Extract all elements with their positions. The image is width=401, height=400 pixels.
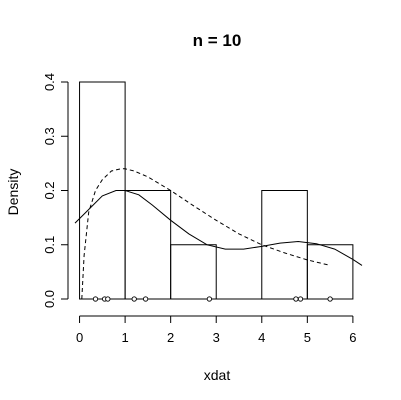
rug-point-5 [206, 296, 213, 302]
histogram-bar-2 [170, 244, 217, 300]
x-tick-label: 4 [258, 330, 265, 345]
y-tick-label: 0.3 [42, 127, 57, 145]
y-tick-label: 0.1 [42, 236, 57, 254]
x-tick-label: 6 [349, 330, 356, 345]
x-tick-label: 5 [304, 330, 311, 345]
x-tick-label: 0 [76, 330, 83, 345]
y-tick-label: 0.2 [42, 181, 57, 199]
rug-point-7 [297, 296, 304, 302]
histogram-bar-1 [124, 190, 172, 300]
rug-point-2 [105, 296, 111, 302]
x-axis-label: xdat [204, 367, 231, 383]
density-curves [74, 168, 363, 300]
dashed-density-curve [81, 168, 331, 300]
rug-point-0 [92, 296, 99, 302]
y-axis-label: Density [5, 169, 21, 216]
rug-point-4 [142, 296, 149, 302]
y-tick-label: 0.4 [42, 73, 57, 91]
rug-point-8 [327, 296, 333, 302]
chart-title: n = 10 [193, 31, 242, 50]
rug-point-3 [131, 296, 137, 302]
solid-density-curve [74, 190, 363, 266]
y-axis: 0.0 0.1 0.2 0.3 0.4 [42, 73, 69, 308]
y-tick-label: 0.0 [42, 290, 57, 308]
x-tick-label: 3 [213, 330, 220, 345]
histogram-bar-5 [306, 244, 354, 300]
x-tick-label: 2 [167, 330, 174, 345]
x-axis: 0 1 2 3 4 5 6 [76, 315, 357, 345]
rug-points [92, 296, 333, 302]
x-tick-label: 1 [121, 330, 128, 345]
rug-point-6 [293, 296, 299, 302]
